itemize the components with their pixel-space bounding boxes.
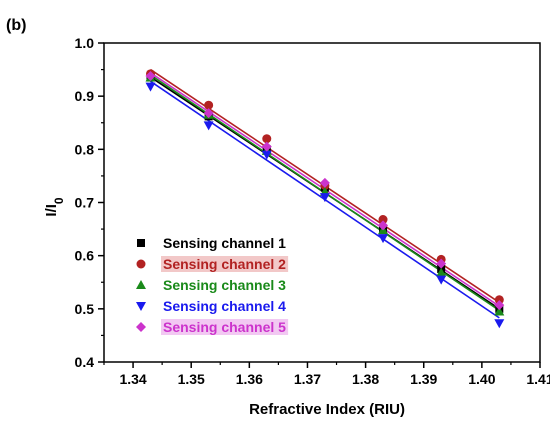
data-points — [145, 69, 505, 329]
data-point-channel-5 — [319, 177, 330, 188]
data-point-channel-3 — [436, 267, 447, 277]
y-tick-label: 0.6 — [75, 248, 95, 264]
y-tick-label: 0.5 — [75, 301, 95, 317]
data-point-channel-5 — [145, 70, 156, 81]
legend-label-highlight-2 — [161, 256, 289, 272]
data-point-channel-4 — [145, 82, 156, 92]
legend-marker-4 — [136, 302, 146, 311]
legend-marker-3 — [136, 280, 146, 289]
panel-label: (b) — [6, 17, 26, 34]
x-tick-label: 1.39 — [410, 371, 437, 387]
data-point-channel-5 — [261, 141, 272, 152]
x-axis-title: Refractive Index (RIU) — [249, 401, 405, 418]
data-point-channel-4 — [319, 193, 330, 203]
y-tick-label: 0.8 — [75, 141, 95, 157]
legend-label-3: Sensing channel 3 — [163, 277, 286, 293]
data-point-channel-4 — [436, 275, 447, 285]
data-point-channel-4 — [203, 121, 214, 131]
x-tick-label: 1.40 — [468, 371, 495, 387]
legend-label-4: Sensing channel 4 — [163, 298, 286, 314]
data-point-channel-5 — [494, 300, 505, 311]
legend-label-5: Sensing channel 5 — [163, 319, 286, 335]
svg-text:I/I0: I/I0 — [43, 197, 66, 217]
data-point-channel-2 — [262, 134, 272, 144]
data-point-channel-2 — [204, 100, 214, 110]
x-tick-label: 1.38 — [352, 371, 379, 387]
plot-frame — [103, 42, 541, 363]
y-axis-title: I/I0 — [43, 197, 66, 217]
y-axis-title-main: I/I — [43, 204, 60, 217]
y-axis-title-sub: 0 — [52, 197, 66, 204]
legend-marker-5 — [136, 322, 146, 332]
legend-label-1: Sensing channel 1 — [163, 235, 286, 251]
x-tick-label: 1.36 — [236, 371, 263, 387]
data-point-channel-5 — [203, 108, 214, 119]
legend-label-highlight-5 — [161, 319, 289, 335]
data-point-channel-4 — [261, 150, 272, 160]
axes: 1.34 1.35 1.36 1.37 1.38 1.39 1.40 1.41 0.4 0.5 0.… — [75, 35, 550, 387]
x-tick-label: 1.37 — [294, 371, 321, 387]
legend: Sensing channel 1 Sensing channel 2 Sensin… — [136, 235, 289, 335]
data-point-channel-4 — [494, 319, 505, 329]
y-tick-label: 0.7 — [75, 195, 95, 211]
data-point-channel-4 — [378, 234, 389, 244]
data-point-channel-2 — [494, 295, 504, 305]
data-point-channel-5 — [436, 258, 447, 269]
data-point-channel-3 — [494, 306, 505, 316]
y-tick-label: 1.0 — [75, 35, 95, 51]
y-tick-label: 0.9 — [75, 88, 95, 104]
legend-marker-1 — [137, 239, 145, 247]
data-point-channel-2 — [378, 215, 388, 225]
x-tick-label: 1.34 — [119, 371, 146, 387]
legend-marker-2 — [136, 259, 146, 269]
y-tick-label: 0.4 — [75, 354, 95, 370]
x-tick-label: 1.41 — [526, 371, 550, 387]
data-point-channel-5 — [378, 220, 389, 231]
legend-label-2: Sensing channel 2 — [163, 256, 286, 272]
x-tick-label: 1.35 — [178, 371, 205, 387]
